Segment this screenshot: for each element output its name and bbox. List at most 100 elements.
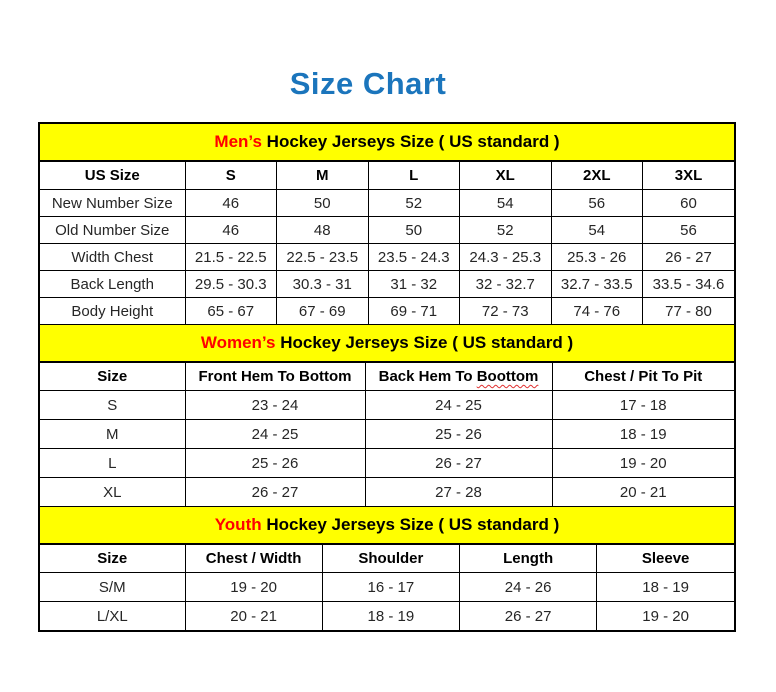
column-header: Sleeve (596, 544, 734, 573)
column-header: Size (40, 362, 186, 391)
value-cell: 46 (184, 189, 277, 217)
womens-section-title: Hockey Jerseys Size ( US standard ) (275, 333, 574, 352)
value-cell: 26 - 27 (642, 243, 734, 271)
value-cell: 20 - 21 (551, 477, 734, 506)
mens-section-title: Hockey Jerseys Size ( US standard ) (261, 132, 560, 151)
value-cell: 56 (642, 216, 734, 244)
value-cell: 29.5 - 30.3 (184, 270, 277, 298)
value-cell: 56 (550, 189, 643, 217)
row-label: Old Number Size (40, 216, 186, 244)
value-cell: 18 - 19 (321, 601, 461, 630)
row-label: Back Length (40, 270, 186, 298)
table-row: Back Length 29.5 - 30.3 30.3 - 31 31 - 3… (40, 270, 734, 298)
value-cell: 32 - 32.7 (459, 270, 552, 298)
value-cell: 23.5 - 24.3 (367, 243, 460, 271)
value-cell: 19 - 20 (551, 448, 734, 478)
column-header: M (276, 161, 369, 190)
value-cell: 50 (276, 189, 369, 217)
value-cell: 77 - 80 (642, 297, 734, 324)
row-label: L (40, 448, 186, 478)
value-cell: 52 (459, 216, 552, 244)
value-cell: 26 - 27 (364, 448, 553, 478)
value-cell: 31 - 32 (367, 270, 460, 298)
value-cell: 33.5 - 34.6 (642, 270, 734, 298)
page-title: Size Chart (289, 66, 447, 101)
row-label: S (40, 390, 186, 420)
spellcheck-squiggle-word: Boottom (476, 368, 539, 385)
value-cell: 24 - 25 (184, 419, 366, 449)
column-header-with-typo: Back Hem To Boottom (364, 362, 553, 391)
column-header: 2XL (550, 161, 643, 190)
row-label: L/XL (40, 601, 186, 630)
value-cell: 74 - 76 (550, 297, 643, 324)
value-cell: 26 - 27 (184, 477, 366, 506)
column-header: Length (458, 544, 598, 573)
column-header: US Size (40, 161, 186, 190)
mens-section-accent: Men’s (214, 132, 262, 151)
value-cell: 72 - 73 (459, 297, 552, 324)
column-header: S (184, 161, 277, 190)
column-header-text: Back Hem To (378, 368, 477, 385)
value-cell: 67 - 69 (276, 297, 369, 324)
youth-section-header: Youth Hockey Jerseys Size ( US standard … (40, 506, 734, 544)
value-cell: 26 - 27 (458, 601, 598, 630)
column-header: L (367, 161, 460, 190)
value-cell: 21.5 - 22.5 (184, 243, 277, 271)
value-cell: 69 - 71 (367, 297, 460, 324)
womens-size-table: Size Front Hem To Bottom Back Hem To Boo… (40, 362, 734, 506)
value-cell: 27 - 28 (364, 477, 553, 506)
table-row: L 25 - 26 26 - 27 19 - 20 (40, 448, 734, 478)
value-cell: 24 - 25 (364, 390, 553, 420)
column-header: 3XL (642, 161, 734, 190)
column-header: Shoulder (321, 544, 461, 573)
womens-section-accent: Women’s (200, 333, 276, 352)
value-cell: 65 - 67 (184, 297, 277, 324)
value-cell: 25 - 26 (184, 448, 366, 478)
row-label: XL (40, 477, 186, 506)
size-chart-table-group: Men’s Hockey Jerseys Size ( US standard … (38, 122, 736, 632)
value-cell: 19 - 20 (184, 572, 323, 602)
row-label: S/M (40, 572, 186, 602)
column-header: Size (40, 544, 186, 573)
value-cell: 17 - 18 (551, 390, 734, 420)
table-row: XL 26 - 27 27 - 28 20 - 21 (40, 477, 734, 506)
value-cell: 16 - 17 (321, 572, 461, 602)
womens-header-row: Size Front Hem To Bottom Back Hem To Boo… (40, 362, 734, 391)
youth-section-title: Hockey Jerseys Size ( US standard ) (261, 515, 560, 534)
mens-section-header: Men’s Hockey Jerseys Size ( US standard … (40, 124, 734, 161)
table-row: L/XL 20 - 21 18 - 19 26 - 27 19 - 20 (40, 601, 734, 630)
value-cell: 23 - 24 (184, 390, 366, 420)
table-row: Body Height 65 - 67 67 - 69 69 - 71 72 -… (40, 297, 734, 324)
value-cell: 32.7 - 33.5 (550, 270, 643, 298)
value-cell: 24.3 - 25.3 (459, 243, 552, 271)
column-header: XL (459, 161, 552, 190)
value-cell: 25.3 - 26 (550, 243, 643, 271)
value-cell: 19 - 20 (596, 601, 734, 630)
row-label: M (40, 419, 186, 449)
value-cell: 52 (367, 189, 460, 217)
table-row: Width Chest 21.5 - 22.5 22.5 - 23.5 23.5… (40, 243, 734, 271)
row-label: Body Height (40, 297, 186, 324)
table-row: S 23 - 24 24 - 25 17 - 18 (40, 390, 734, 420)
value-cell: 25 - 26 (364, 419, 553, 449)
table-row: S/M 19 - 20 16 - 17 24 - 26 18 - 19 (40, 572, 734, 602)
value-cell: 22.5 - 23.5 (276, 243, 369, 271)
value-cell: 48 (276, 216, 369, 244)
value-cell: 54 (459, 189, 552, 217)
value-cell: 18 - 19 (596, 572, 734, 602)
row-label: Width Chest (40, 243, 186, 271)
table-row: New Number Size 46 50 52 54 56 60 (40, 189, 734, 217)
column-header: Chest / Width (184, 544, 323, 573)
value-cell: 46 (184, 216, 277, 244)
value-cell: 30.3 - 31 (276, 270, 369, 298)
value-cell: 60 (642, 189, 734, 217)
value-cell: 24 - 26 (458, 572, 598, 602)
mens-header-row: US Size S M L XL 2XL 3XL (40, 161, 734, 190)
value-cell: 20 - 21 (184, 601, 323, 630)
mens-size-table: US Size S M L XL 2XL 3XL New Number Size… (40, 161, 734, 324)
womens-section-header: Women’s Hockey Jerseys Size ( US standar… (40, 324, 734, 362)
column-header: Chest / Pit To Pit (551, 362, 734, 391)
table-row: M 24 - 25 25 - 26 18 - 19 (40, 419, 734, 449)
column-header: Front Hem To Bottom (184, 362, 366, 391)
youth-section-accent: Youth (214, 515, 262, 534)
